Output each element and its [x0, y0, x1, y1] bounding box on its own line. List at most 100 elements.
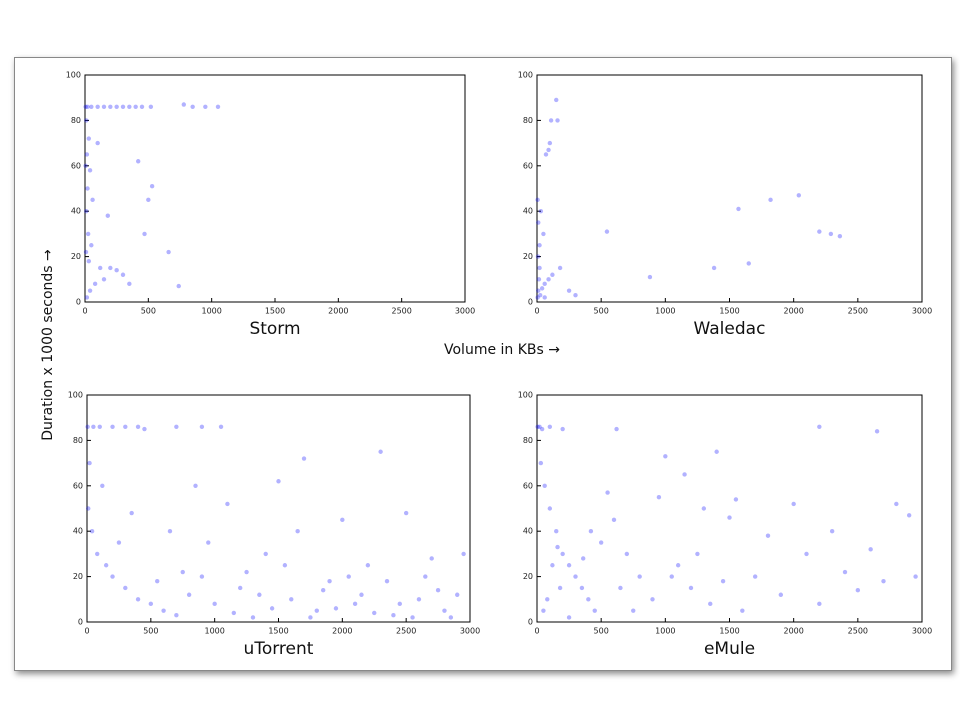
point [359, 592, 364, 597]
x-tick-label: 0 [84, 627, 89, 636]
point [86, 136, 92, 141]
point [105, 213, 111, 218]
point [542, 295, 547, 300]
y-tick-label: 100 [66, 71, 81, 80]
x-tick-label: 0 [82, 307, 87, 316]
point [95, 551, 100, 557]
point [314, 608, 319, 613]
point [536, 277, 542, 282]
point [84, 295, 90, 300]
y-tick-label: 60 [523, 481, 533, 490]
point [397, 601, 402, 607]
point [541, 231, 546, 237]
point [206, 540, 211, 545]
point [736, 206, 741, 212]
point [148, 601, 154, 607]
point [535, 197, 540, 203]
y-tick-label: 80 [73, 436, 83, 445]
point [579, 585, 585, 591]
point [83, 163, 88, 168]
point [89, 243, 94, 248]
point [231, 610, 237, 616]
point [598, 540, 604, 545]
point [535, 424, 540, 429]
point [190, 104, 195, 109]
point [83, 249, 89, 255]
point [448, 615, 454, 620]
point [539, 426, 545, 432]
point [327, 578, 332, 584]
point [829, 529, 835, 534]
y-tick-label: 20 [71, 252, 81, 261]
point [101, 104, 107, 109]
x-tick-label: 500 [594, 307, 609, 316]
point [103, 563, 109, 568]
y-tick-label: 60 [523, 161, 533, 170]
chart-title: Waledac [694, 319, 766, 339]
point [669, 574, 674, 579]
point [89, 529, 95, 534]
point [257, 592, 262, 597]
point [123, 585, 128, 591]
point [384, 578, 390, 584]
point [114, 268, 119, 273]
point [592, 608, 597, 613]
point [796, 193, 801, 198]
point [174, 424, 179, 429]
point [560, 426, 565, 432]
point [166, 249, 171, 255]
y-tick-label: 0 [528, 618, 533, 627]
point [129, 510, 134, 516]
x-tick-label: 2000 [783, 307, 803, 316]
point [148, 104, 154, 109]
point [95, 140, 100, 146]
point [85, 424, 90, 429]
point [84, 118, 89, 123]
point [538, 292, 543, 298]
point [536, 288, 541, 293]
point [114, 104, 119, 109]
y-tick-label: 0 [76, 298, 81, 307]
x-tick-label: 500 [594, 627, 609, 636]
point [372, 610, 377, 616]
point [547, 424, 553, 429]
point [84, 209, 89, 214]
point [566, 288, 572, 293]
point [225, 501, 230, 507]
point [149, 184, 155, 189]
point [560, 551, 565, 557]
point [218, 424, 224, 429]
point [238, 585, 243, 591]
point [573, 574, 578, 579]
point [295, 529, 300, 534]
x-tick-label: 500 [143, 627, 158, 636]
point [203, 104, 208, 109]
point [86, 258, 92, 264]
x-tick-label: 1000 [204, 627, 224, 636]
x-tick-label: 2500 [848, 627, 868, 636]
point [555, 118, 560, 123]
point [85, 186, 90, 191]
point [416, 597, 422, 602]
chart-title: eMule [704, 639, 755, 659]
y-tick-label: 0 [528, 298, 533, 307]
point [538, 460, 544, 466]
point [340, 517, 345, 523]
point [545, 597, 550, 602]
point [282, 563, 288, 568]
point [423, 574, 428, 579]
point [333, 606, 339, 611]
point [410, 615, 415, 620]
point [120, 104, 126, 109]
y-tick-label: 80 [523, 436, 533, 445]
point [86, 506, 91, 511]
point [167, 529, 173, 534]
point [120, 272, 126, 277]
point [378, 449, 383, 454]
point [89, 104, 94, 109]
point [180, 569, 185, 575]
point [538, 209, 544, 214]
point [701, 506, 707, 511]
point [127, 104, 132, 109]
point [535, 254, 541, 259]
